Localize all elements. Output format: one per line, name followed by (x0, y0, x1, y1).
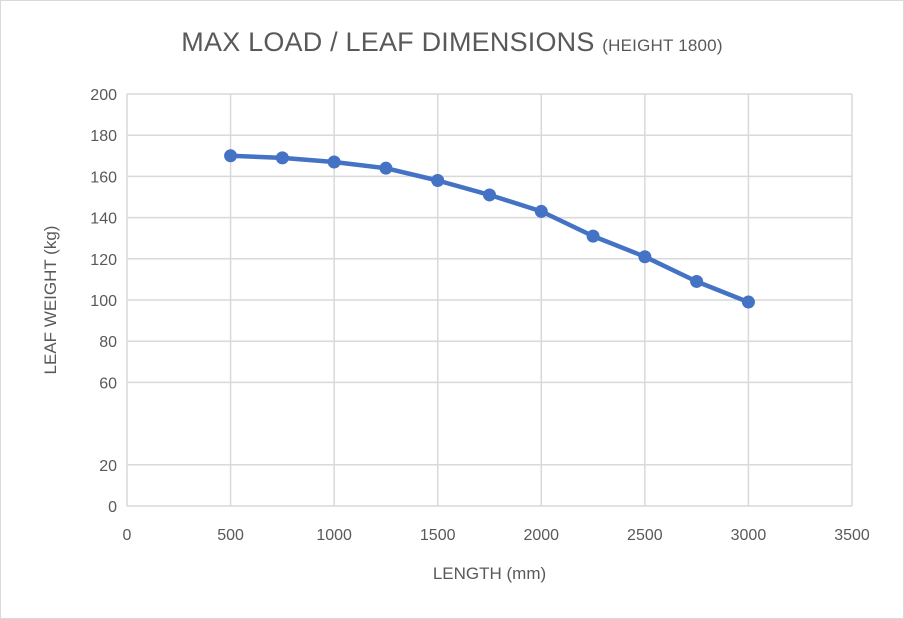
series-group (224, 149, 755, 309)
y-tick-label: 100 (90, 293, 117, 310)
x-tick-label: 1000 (316, 527, 352, 544)
x-tick-label: 0 (123, 527, 132, 544)
y-tick-label: 140 (90, 211, 117, 228)
data-point (741, 295, 755, 309)
y-tick-label: 20 (99, 458, 117, 475)
gridlines (126, 93, 853, 507)
x-tick-label: 2000 (523, 527, 559, 544)
x-tick-label: 2500 (627, 527, 663, 544)
data-point (379, 161, 393, 175)
data-point (534, 204, 548, 218)
y-axis-ticks: 0 20 60 80 100 120 140 160 180 200 (90, 87, 117, 516)
chart-title: MAX LOAD / LEAF DIMENSIONS (HEIGHT 1800) (0, 27, 904, 58)
y-tick-label: 120 (90, 252, 117, 269)
data-point (690, 274, 704, 288)
y-tick-label: 180 (90, 128, 117, 145)
data-point (224, 149, 238, 163)
chart-subtitle: (HEIGHT 1800) (602, 36, 723, 55)
chart-title-main: MAX LOAD / LEAF DIMENSIONS (181, 27, 595, 57)
y-tick-label: 0 (108, 499, 117, 516)
data-point (483, 188, 496, 202)
y-axis-title: LEAF WEIGHT (kg) (41, 226, 60, 375)
x-tick-label: 500 (217, 527, 244, 544)
data-point (327, 155, 341, 169)
y-tick-label: 60 (99, 375, 117, 392)
x-axis-title: LENGTH (mm) (433, 564, 546, 583)
data-point (431, 174, 445, 188)
data-point (638, 250, 652, 264)
x-tick-label: 3000 (731, 527, 767, 544)
data-point (275, 151, 289, 165)
y-tick-label: 80 (99, 334, 117, 351)
y-tick-label: 200 (90, 87, 117, 104)
series-line (228, 153, 751, 305)
data-point (586, 229, 600, 243)
x-axis-ticks: 0 500 1000 1500 2000 2500 3000 3500 (123, 527, 870, 544)
x-tick-label: 3500 (834, 527, 870, 544)
y-tick-label: 160 (90, 169, 117, 186)
x-tick-label: 1500 (420, 527, 456, 544)
